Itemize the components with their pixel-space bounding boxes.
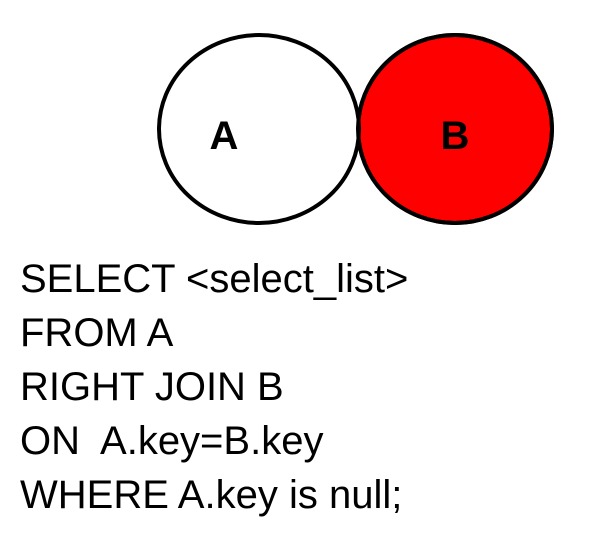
venn-diagram: A B <box>157 33 554 225</box>
sql-line-from: FROM A <box>20 311 174 355</box>
sql-line-where: WHERE A.key is null; <box>20 473 403 517</box>
sql-query: SELECT <select_list> FROM A RIGHT JOIN B… <box>20 252 408 522</box>
sql-line-select: SELECT <select_list> <box>20 257 409 301</box>
set-b-label: B <box>441 114 470 158</box>
sql-line-on: ON A.key=B.key <box>20 419 324 463</box>
sql-line-join: RIGHT JOIN B <box>20 365 284 409</box>
set-b-outline <box>356 33 554 225</box>
set-a-circle <box>157 33 361 225</box>
set-a-label: A <box>210 114 239 158</box>
